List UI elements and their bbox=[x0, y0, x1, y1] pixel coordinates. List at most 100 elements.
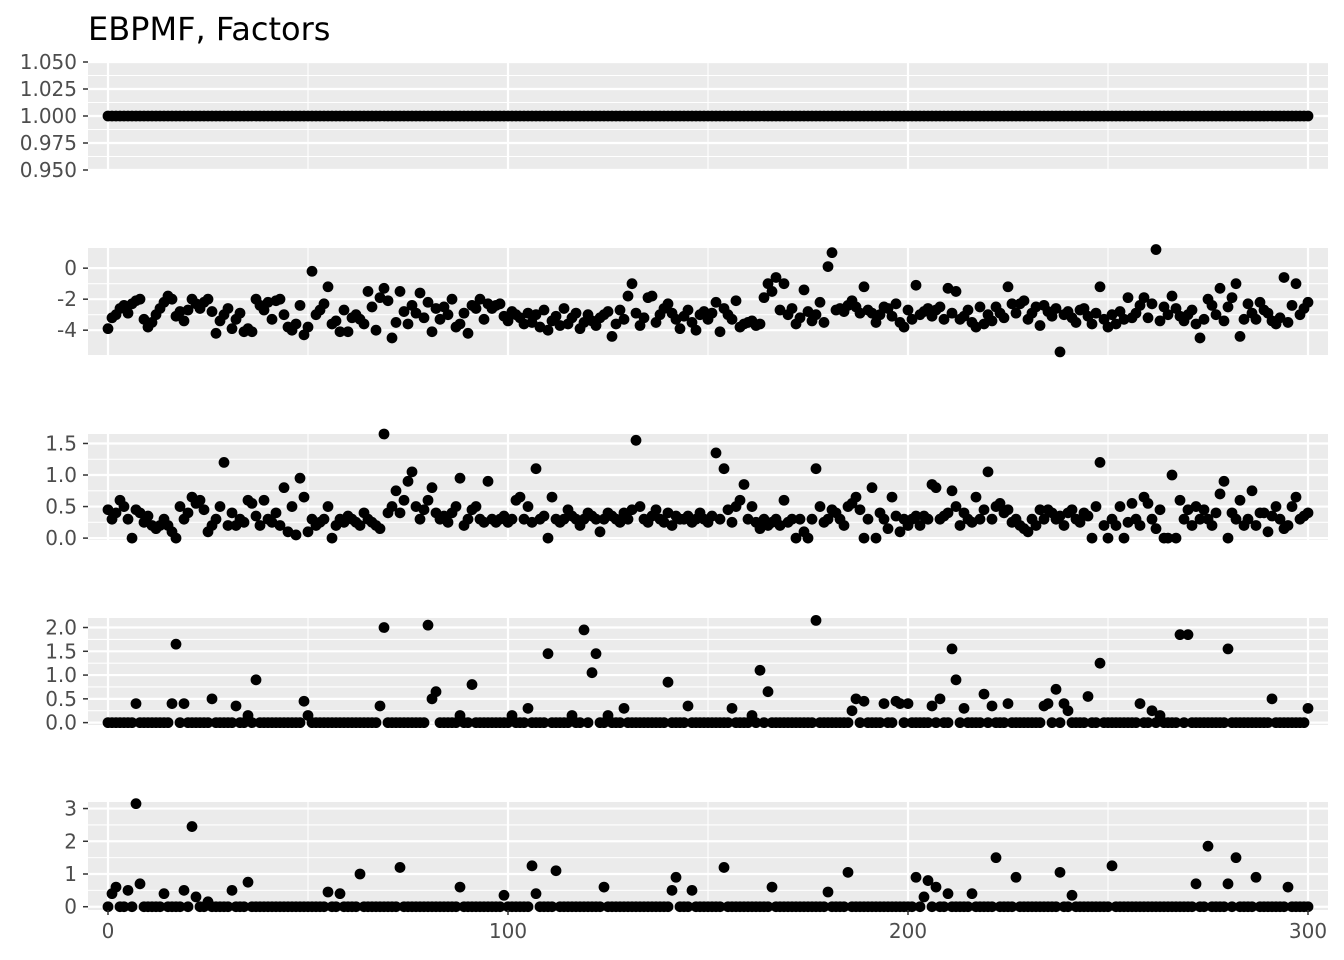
data-point bbox=[334, 888, 346, 900]
panel-factor-2: 0 -2 -4 bbox=[57, 244, 1328, 358]
data-point bbox=[942, 507, 954, 519]
data-point bbox=[418, 717, 430, 729]
data-point bbox=[214, 501, 226, 512]
data-point bbox=[414, 513, 426, 525]
data-point bbox=[638, 312, 650, 324]
data-point bbox=[1278, 901, 1290, 913]
data-point bbox=[1050, 683, 1062, 695]
data-point bbox=[1090, 717, 1102, 729]
data-point bbox=[474, 293, 486, 305]
data-point bbox=[1222, 643, 1234, 655]
data-point bbox=[338, 304, 350, 316]
data-point bbox=[302, 526, 314, 538]
data-point bbox=[386, 332, 398, 344]
data-point bbox=[402, 318, 414, 330]
data-point bbox=[1146, 705, 1158, 717]
data-point bbox=[846, 705, 858, 717]
data-point bbox=[878, 698, 890, 709]
data-point bbox=[870, 532, 882, 544]
data-point bbox=[1190, 318, 1202, 330]
data-point bbox=[558, 303, 570, 314]
data-point bbox=[590, 648, 602, 660]
data-point bbox=[682, 700, 694, 712]
data-point bbox=[1226, 292, 1238, 304]
data-point bbox=[298, 695, 310, 707]
data-point bbox=[210, 327, 222, 339]
data-point bbox=[678, 717, 690, 729]
data-point bbox=[922, 717, 934, 729]
data-point bbox=[762, 686, 774, 698]
data-point bbox=[1230, 852, 1242, 864]
y-tick-label: 0 bbox=[64, 895, 77, 919]
data-point bbox=[1302, 901, 1314, 913]
data-point bbox=[770, 272, 782, 283]
data-point bbox=[962, 901, 974, 913]
data-point bbox=[950, 501, 962, 512]
data-point bbox=[442, 309, 454, 321]
data-point bbox=[374, 523, 386, 535]
data-point bbox=[390, 317, 402, 328]
data-point bbox=[1034, 320, 1046, 331]
data-point bbox=[590, 513, 602, 525]
data-point bbox=[110, 507, 122, 519]
data-point bbox=[630, 307, 642, 319]
data-point bbox=[866, 307, 878, 319]
data-point bbox=[542, 324, 554, 336]
data-point bbox=[866, 482, 878, 494]
data-point bbox=[1262, 717, 1274, 729]
data-point bbox=[982, 717, 994, 729]
data-points bbox=[102, 798, 1314, 913]
data-point bbox=[262, 296, 274, 308]
data-point bbox=[614, 304, 626, 316]
data-point bbox=[974, 301, 986, 313]
data-point bbox=[1154, 315, 1166, 327]
data-point bbox=[850, 491, 862, 503]
data-point bbox=[174, 901, 186, 913]
data-point bbox=[658, 717, 670, 729]
data-point bbox=[838, 520, 850, 531]
data-point bbox=[1170, 532, 1182, 544]
data-point bbox=[386, 501, 398, 512]
data-point bbox=[1198, 901, 1210, 913]
data-point bbox=[174, 717, 186, 729]
data-point bbox=[430, 303, 442, 314]
data-points bbox=[102, 614, 1314, 729]
data-point bbox=[974, 513, 986, 525]
data-point bbox=[322, 886, 334, 898]
data-point bbox=[418, 312, 430, 324]
data-point bbox=[1230, 278, 1242, 290]
y-tick-label: 1.5 bbox=[45, 431, 77, 455]
data-point bbox=[226, 717, 238, 729]
data-point bbox=[478, 313, 490, 325]
data-point bbox=[766, 286, 778, 297]
data-point bbox=[922, 875, 934, 886]
data-point bbox=[762, 901, 774, 913]
data-point bbox=[954, 520, 966, 531]
data-point bbox=[1082, 510, 1094, 522]
data-point bbox=[494, 298, 506, 310]
data-point bbox=[1302, 110, 1314, 122]
data-point bbox=[954, 717, 966, 729]
data-point bbox=[230, 700, 242, 712]
data-point bbox=[802, 532, 814, 544]
data-point bbox=[946, 485, 958, 497]
data-point bbox=[1086, 318, 1098, 330]
data-point bbox=[1042, 698, 1054, 709]
y-tick-label: -2 bbox=[57, 287, 77, 311]
data-point bbox=[626, 278, 638, 290]
data-point bbox=[378, 282, 390, 294]
data-point bbox=[454, 472, 466, 484]
data-point bbox=[1150, 523, 1162, 535]
data-point bbox=[1302, 702, 1314, 714]
y-tick-label: 2 bbox=[64, 829, 77, 853]
data-point bbox=[738, 479, 750, 490]
data-point bbox=[946, 307, 958, 319]
data-point bbox=[226, 507, 238, 519]
data-point bbox=[1062, 705, 1074, 717]
data-point bbox=[538, 510, 550, 522]
data-point bbox=[666, 520, 678, 531]
data-point bbox=[606, 330, 618, 342]
data-point bbox=[1002, 504, 1014, 516]
data-point bbox=[858, 281, 870, 293]
data-point bbox=[1134, 520, 1146, 531]
